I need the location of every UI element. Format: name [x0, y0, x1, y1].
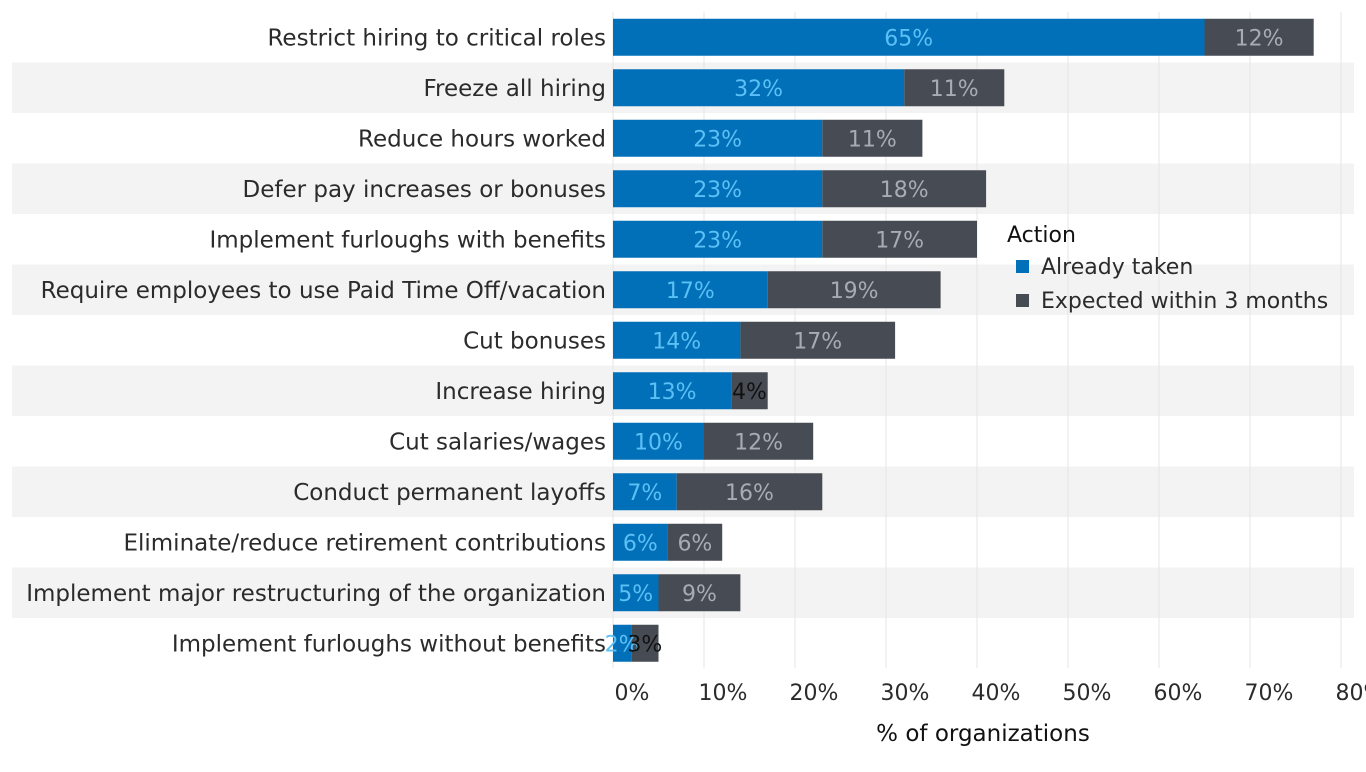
legend-item-already-taken: Already taken	[1041, 255, 1193, 280]
x-tick-label: 60%	[1154, 681, 1203, 706]
bar-marks: 65% 12% 32% 11% 23% 11% 23% 18% 23% 17% 17% 19% 14% 1…	[605, 18, 1314, 662]
value-label-expected: 17%	[793, 329, 842, 354]
category-label: Eliminate/reduce retirement contribution…	[123, 530, 606, 556]
value-label-expected: 12%	[1235, 26, 1284, 51]
bar-already-taken-cut-salaries-wages	[613, 422, 704, 460]
x-axis-ticks: 0% 10% 20% 30% 40% 50% 60% 70% 80%	[615, 681, 1366, 706]
bar-expected-cut-salaries-wages	[704, 422, 814, 460]
bar-expected-eliminate-reduce-retirement-contributions	[667, 523, 723, 561]
value-label-already-taken: 10%	[634, 430, 683, 455]
bar-expected-restrict-hiring-to-critical-roles	[1204, 18, 1314, 56]
bar-already-taken-require-employees-to-use-paid-time-off-vacation	[613, 271, 768, 309]
category-label: Implement furloughs with benefits	[209, 227, 606, 253]
bar-expected-defer-pay-increases-or-bonuses	[822, 170, 987, 208]
bar-expected-increase-hiring	[731, 372, 768, 410]
x-tick-label: 0%	[615, 681, 650, 706]
x-axis-title: % of organizations	[876, 721, 1090, 747]
value-label-expected: 18%	[880, 178, 929, 203]
value-label-expected: 11%	[930, 77, 979, 102]
bar-already-taken-conduct-permanent-layoffs	[613, 473, 677, 511]
value-label-expected: 9%	[682, 582, 717, 607]
x-tick-label: 20%	[790, 681, 839, 706]
bar-expected-freeze-all-hiring	[904, 69, 1005, 107]
value-label-expected: 4%	[732, 380, 767, 405]
category-label: Implement major restructuring of the org…	[26, 581, 606, 607]
bar-already-taken-eliminate-reduce-retirement-contributions	[613, 523, 668, 561]
category-label: Conduct permanent layoffs	[293, 480, 606, 506]
x-tick-label: 30%	[881, 681, 930, 706]
category-label: Cut salaries/wages	[389, 429, 606, 455]
bar-expected-implement-furloughs-with-benefits	[822, 220, 977, 258]
bar-expected-require-employees-to-use-paid-time-off-vacation	[767, 271, 941, 309]
category-label: Freeze all hiring	[423, 76, 606, 102]
legend: Action Already taken Expected within 3 m…	[1007, 223, 1328, 314]
bar-expected-cut-bonuses	[740, 321, 896, 359]
value-label-expected: 3%	[627, 632, 662, 657]
value-label-expected: 11%	[848, 127, 897, 152]
value-label-already-taken: 23%	[693, 228, 742, 253]
value-label-already-taken: 13%	[648, 380, 697, 405]
x-tick-label: 10%	[699, 681, 748, 706]
legend-title: Action	[1007, 223, 1076, 248]
bar-expected-implement-furloughs-without-benefits	[631, 624, 659, 662]
value-label-expected: 12%	[734, 430, 783, 455]
bar-expected-implement-major-restructuring-of-the-organization	[658, 574, 741, 612]
value-label-already-taken: 17%	[666, 279, 715, 304]
category-label: Implement furloughs without benefits	[172, 631, 606, 657]
bar-already-taken-cut-bonuses	[613, 321, 741, 359]
value-label-already-taken: 5%	[618, 582, 653, 607]
x-tick-label: 50%	[1063, 681, 1112, 706]
value-label-already-taken: 7%	[627, 481, 662, 506]
category-label: Increase hiring	[435, 379, 606, 405]
category-label: Reduce hours worked	[358, 126, 606, 152]
bar-already-taken-restrict-hiring-to-critical-roles	[613, 18, 1205, 56]
legend-swatch-expected	[1016, 294, 1029, 307]
value-label-already-taken: 6%	[623, 531, 658, 556]
bar-already-taken-increase-hiring	[613, 372, 732, 410]
category-label: Defer pay increases or bonuses	[242, 177, 606, 203]
value-label-expected: 16%	[725, 481, 774, 506]
bar-already-taken-implement-major-restructuring-of-the-organization	[613, 574, 659, 612]
value-label-expected: 19%	[830, 279, 879, 304]
legend-item-expected: Expected within 3 months	[1041, 289, 1328, 314]
bar-expected-conduct-permanent-layoffs	[676, 473, 823, 511]
value-label-expected: 17%	[875, 228, 924, 253]
bar-already-taken-defer-pay-increases-or-bonuses	[613, 170, 823, 208]
value-label-already-taken: 32%	[734, 77, 783, 102]
bar-already-taken-implement-furloughs-without-benefits	[613, 624, 632, 662]
value-label-already-taken: 14%	[652, 329, 701, 354]
value-label-already-taken: 23%	[693, 178, 742, 203]
value-label-expected: 6%	[677, 531, 712, 556]
value-label-already-taken: 23%	[693, 127, 742, 152]
x-tick-label: 40%	[972, 681, 1021, 706]
bar-already-taken-freeze-all-hiring	[613, 69, 905, 107]
x-tick-label: 80%	[1336, 681, 1366, 706]
value-label-already-taken: 2%	[605, 632, 640, 657]
category-label: Require employees to use Paid Time Off/v…	[41, 278, 606, 304]
value-label-already-taken: 65%	[884, 26, 933, 51]
category-label: Cut bonuses	[463, 328, 606, 354]
category-label: Restrict hiring to critical roles	[267, 25, 606, 51]
legend-swatch-already-taken	[1016, 260, 1029, 273]
bar-expected-reduce-hours-worked	[822, 119, 923, 157]
bar-already-taken-implement-furloughs-with-benefits	[613, 220, 823, 258]
bar-already-taken-reduce-hours-worked	[613, 119, 823, 157]
x-tick-label: 70%	[1245, 681, 1294, 706]
category-labels: Restrict hiring to critical roles Freeze …	[26, 25, 606, 657]
